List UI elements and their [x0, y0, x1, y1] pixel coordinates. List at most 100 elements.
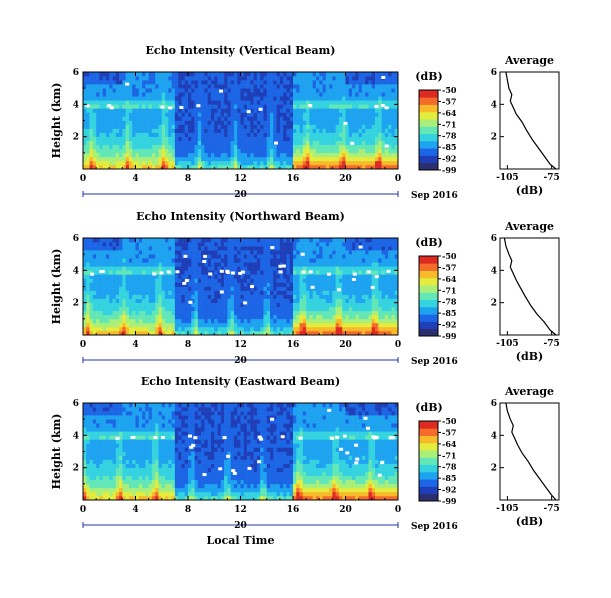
- heatmap-cell: [174, 306, 179, 312]
- heatmap-cell: [384, 116, 389, 121]
- heatmap-cell: [191, 108, 195, 113]
- heatmap-cell: [270, 326, 274, 332]
- heatmap-cell: [89, 318, 94, 324]
- heatmap-cell: [227, 120, 231, 125]
- heatmap-cell: [188, 254, 192, 259]
- heatmap-cell: [247, 160, 251, 166]
- heatmap-cell: [322, 314, 327, 320]
- heatmap-cell: [289, 250, 294, 255]
- missing-speck: [358, 245, 363, 249]
- heatmap-cell: [145, 80, 149, 85]
- x-tick-label: 20: [339, 340, 352, 350]
- heatmap-cell: [309, 96, 313, 101]
- heatmap-cell: [184, 96, 189, 101]
- heatmap-cell: [138, 88, 143, 93]
- heatmap-cell: [293, 156, 297, 162]
- colorbar-tick-label: -85: [442, 308, 456, 318]
- heatmap-cell: [388, 140, 392, 146]
- heatmap-cell: [355, 164, 359, 170]
- heatmap-cell: [204, 322, 208, 328]
- heatmap-cell: [289, 238, 294, 243]
- heatmap-cell: [378, 148, 382, 154]
- heatmap-cell: [155, 100, 159, 105]
- heatmap-cell: [309, 132, 313, 137]
- heatmap-cell: [125, 144, 130, 150]
- heatmap-cell: [358, 148, 363, 154]
- heatmap-cell: [96, 479, 100, 485]
- panel-title: Echo Intensity (Vertical Beam): [145, 44, 335, 57]
- heatmap-cell: [105, 246, 110, 251]
- heatmap-cell: [312, 124, 317, 129]
- heatmap-cell: [181, 144, 186, 150]
- heatmap-cell: [237, 160, 241, 166]
- heatmap-cell: [394, 294, 399, 299]
- heatmap-cell: [315, 250, 320, 255]
- heatmap-cell: [174, 96, 179, 101]
- heatmap-cell: [391, 76, 396, 81]
- heatmap-cell: [92, 407, 97, 412]
- heatmap-cell: [329, 322, 333, 328]
- heatmap-cell: [237, 136, 241, 142]
- heatmap-cell: [227, 124, 231, 129]
- missing-speck: [125, 82, 130, 86]
- heatmap-cell: [260, 96, 264, 101]
- heatmap-cell: [96, 72, 100, 77]
- heatmap-cell: [155, 266, 159, 271]
- heatmap-cell: [171, 164, 176, 170]
- heatmap-cell: [105, 140, 110, 146]
- heatmap-cell: [368, 262, 373, 267]
- heatmap-cell: [115, 278, 120, 283]
- heatmap-cell: [266, 250, 271, 255]
- heatmap-cell: [329, 310, 333, 316]
- heatmap-cell: [293, 148, 297, 154]
- heatmap-cell: [165, 136, 169, 142]
- heatmap-cell: [302, 160, 307, 166]
- heatmap-cell: [86, 112, 90, 117]
- heatmap-cell: [332, 164, 336, 170]
- heatmap-cell: [378, 84, 382, 89]
- heatmap-cell: [96, 76, 100, 81]
- heatmap-cell: [132, 286, 136, 291]
- heatmap-cell: [148, 80, 153, 85]
- heatmap-cell: [220, 148, 225, 154]
- heatmap-cell: [191, 152, 195, 158]
- missing-speck: [343, 121, 348, 125]
- heatmap-cell: [102, 310, 107, 316]
- heatmap-cell: [325, 76, 330, 81]
- heatmap-cell: [247, 298, 251, 303]
- heatmap-cell: [125, 282, 130, 287]
- heatmap-cell: [119, 88, 123, 93]
- heatmap-cell: [220, 250, 225, 255]
- heatmap-cell: [283, 128, 287, 133]
- heatmap-cell: [112, 164, 117, 170]
- heatmap-cell: [191, 100, 195, 105]
- heatmap-cell: [168, 128, 172, 133]
- heatmap-cell: [125, 140, 130, 146]
- heatmap-cell: [345, 80, 350, 85]
- heatmap-cell: [161, 330, 166, 336]
- heatmap-cell: [352, 290, 356, 295]
- heatmap-cell: [161, 120, 166, 125]
- heatmap-cell: [109, 132, 113, 137]
- heatmap-cell: [102, 306, 107, 312]
- heatmap-cell: [128, 84, 133, 89]
- heatmap-cell: [250, 144, 254, 150]
- heatmap-cell: [135, 128, 140, 133]
- heatmap-cell: [184, 306, 189, 312]
- heatmap-cell: [384, 88, 389, 93]
- heatmap-cell: [325, 314, 330, 320]
- heatmap-cell: [224, 88, 228, 93]
- heatmap-cell: [191, 326, 195, 332]
- missing-speck: [196, 104, 201, 108]
- heatmap-cell: [194, 104, 199, 109]
- heatmap-cell: [286, 290, 291, 295]
- heatmap-cell: [233, 274, 238, 279]
- heatmap-cell: [342, 318, 346, 324]
- heatmap-cell: [105, 108, 110, 113]
- heatmap-cell: [145, 96, 149, 101]
- heatmap-cell: [375, 116, 379, 121]
- heatmap-cell: [138, 72, 143, 77]
- heatmap-cell: [348, 80, 353, 85]
- heatmap-cell: [381, 330, 386, 336]
- heatmap-cell: [125, 310, 130, 316]
